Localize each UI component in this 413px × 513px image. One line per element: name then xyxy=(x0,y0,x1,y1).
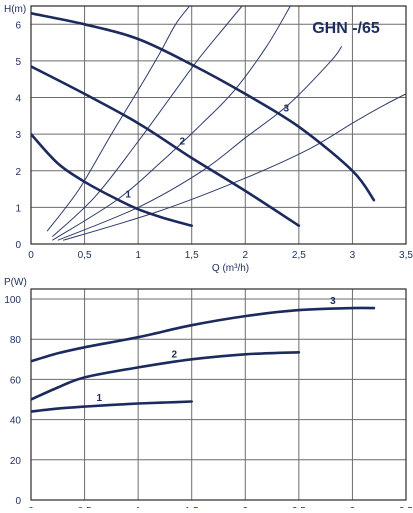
power-y-tick: 0 xyxy=(15,496,21,507)
head-curve-label-1: 1 xyxy=(125,190,131,201)
head-x-tick: 3,5 xyxy=(399,250,413,261)
chart-title: GHN -/65 xyxy=(312,20,380,37)
head-y-tick: 3 xyxy=(15,130,21,141)
head-curve-label-3: 3 xyxy=(283,104,289,115)
head-x-tick: 3 xyxy=(350,250,356,261)
head-x-tick: 2 xyxy=(243,250,249,261)
head-series xyxy=(31,12,376,227)
power-curve-3 xyxy=(31,306,376,363)
head-y-tick: 5 xyxy=(15,57,21,68)
power-plot-frame xyxy=(30,288,407,501)
head-chart: 1 2 3 0 0,5 1 1,5 2 2,5 3 3,5 0 1 2 3 4 5 6 H(m) Q (m³/h) GH… xyxy=(4,4,413,274)
power-y-tick: 40 xyxy=(10,416,22,427)
head-series-labels: 1 2 3 xyxy=(125,104,289,201)
head-curve-1 xyxy=(31,132,193,227)
power-y-tick: 100 xyxy=(4,295,21,306)
power-series xyxy=(31,306,376,413)
head-x-tick: 0,5 xyxy=(78,250,92,261)
system-curve-line xyxy=(62,93,406,241)
system-curve-line xyxy=(46,6,191,232)
power-curve-1 xyxy=(31,400,193,413)
head-y-tick: 2 xyxy=(15,167,21,178)
head-curve-2 xyxy=(31,65,301,227)
power-y-tick: 20 xyxy=(10,456,22,467)
system-curve-line xyxy=(52,6,243,238)
head-gridlines xyxy=(31,6,406,244)
power-curve-label-1: 1 xyxy=(97,393,103,404)
power-y-axis-label: P(W) xyxy=(4,277,27,288)
power-curve-label-3: 3 xyxy=(330,296,336,307)
head-curve-3 xyxy=(31,12,376,202)
power-gridlines xyxy=(31,289,406,500)
system-curve-line xyxy=(57,46,343,241)
power-y-tick: 60 xyxy=(10,375,22,386)
head-y-tick: 6 xyxy=(15,20,21,31)
head-x-tick: 2,5 xyxy=(292,250,306,261)
head-y-tick: 0 xyxy=(15,240,21,251)
head-x-tick: 1 xyxy=(135,250,141,261)
system-curve-line xyxy=(52,6,291,241)
head-x-tick: 1,5 xyxy=(185,250,199,261)
head-y-tick: 1 xyxy=(15,203,21,214)
head-y-axis-label: H(m) xyxy=(4,4,26,15)
power-series-labels: 1 2 3 xyxy=(97,296,337,404)
head-x-tick: 0 xyxy=(28,250,34,261)
head-curve-label-2: 2 xyxy=(180,136,186,147)
head-y-tick: 4 xyxy=(15,94,21,105)
head-tick-labels: 0 0,5 1 1,5 2 2,5 3 3,5 0 1 2 3 4 5 6 xyxy=(15,20,413,261)
power-tick-labels: 00,511,522,533,5020406080100 xyxy=(4,295,413,513)
power-curve-label-2: 2 xyxy=(172,350,178,361)
power-y-tick: 80 xyxy=(10,335,22,346)
head-plot-frame xyxy=(30,5,407,245)
head-x-axis-label: Q (m³/h) xyxy=(212,263,249,274)
power-curve-2 xyxy=(31,351,301,401)
